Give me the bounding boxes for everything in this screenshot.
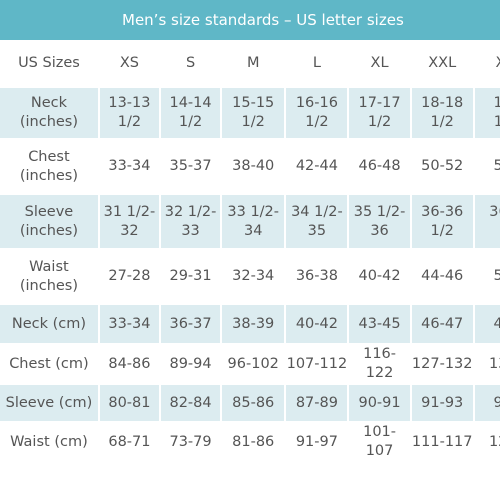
size-value: 40-42 (349, 250, 410, 305)
size-value: 15-15 1/2 (222, 88, 285, 140)
size-value: 84-86 (99, 345, 159, 385)
size-value: 111-117 (411, 423, 473, 463)
size-value: 43-45 (349, 305, 410, 345)
size-value: 44-46 (411, 250, 473, 305)
size-value: 85-86 (222, 385, 285, 423)
size-value: 14-14 1/2 (161, 88, 221, 140)
size-value: 29-31 (161, 250, 221, 305)
size-value: 27-28 (99, 250, 159, 305)
table-row: Chest (inches) 33-34 35-37 38-40 42-44 46-48 5… (0, 140, 500, 195)
table-title: Men’s size standards – US letter sizes (0, 0, 500, 40)
size-value: 127-132 (411, 345, 473, 385)
table-row: Chest (cm) 84-86 89-94 96-102 107-112 116-122… (0, 345, 500, 385)
size-value: 80-81 (99, 385, 159, 423)
row-label: Waist (inches) (0, 250, 98, 305)
size-value: 16-16 1/2 (286, 88, 348, 140)
size-value: 46-48 (349, 140, 410, 195)
size-header: XX (474, 40, 500, 88)
row-label: US Sizes (0, 40, 98, 88)
size-table: US SizesXSSMLXLXXLXXNeck (inches)13-13 1… (0, 40, 500, 463)
table-row: Neck (inches) 13-13 1/2 14-14 1/2 15-15 1/2… (0, 88, 500, 140)
row-label: Sleeve (inches) (0, 195, 98, 250)
size-value: 68-71 (99, 423, 159, 463)
size-value: 33-34 (99, 140, 159, 195)
table-row: Sleeve (inches) 31 1/2- 32 32 1/2- 33 33 1/… (0, 195, 500, 250)
size-value: 33 1/2- 34 (222, 195, 285, 250)
size-value: 32-34 (222, 250, 285, 305)
table-row: Sleeve (cm) 80-81 82-84 85-86 87-89 90-91 91-9… (0, 385, 500, 423)
size-value: 87-89 (286, 385, 348, 423)
header-row: US SizesXSSMLXLXXLXX (0, 40, 500, 88)
size-value: 107-112 (286, 345, 348, 385)
table-row: Waist (cm) 68-71 73-79 81-86 91-97 101-107 111… (0, 423, 500, 463)
size-value: 32 1/2- 33 (161, 195, 221, 250)
size-header: XXL (411, 40, 473, 88)
size-value: 50- (474, 250, 500, 305)
size-value: 82-84 (161, 385, 221, 423)
size-value: 36-36 1/2 (411, 195, 473, 250)
size-value: 93- (474, 385, 500, 423)
size-header: M (222, 40, 285, 88)
size-header: XL (349, 40, 410, 88)
row-label: Neck (cm) (0, 305, 98, 345)
size-value: 96-102 (222, 345, 285, 385)
size-value: 89-94 (161, 345, 221, 385)
size-value: 46-47 (411, 305, 473, 345)
table-row: Neck (cm) 33-34 36-37 38-39 40-42 43-45 46-47 4… (0, 305, 500, 345)
size-value: 48- (474, 305, 500, 345)
size-value: 35-37 (161, 140, 221, 195)
size-value: 35 1/2- 36 (349, 195, 410, 250)
size-value: 42-44 (286, 140, 348, 195)
size-value: 33-34 (99, 305, 159, 345)
size-value: 90-91 (349, 385, 410, 423)
size-value: 36-37 (161, 305, 221, 345)
size-value: 101-107 (349, 423, 410, 463)
size-value: 36-38 (286, 250, 348, 305)
table-row: Waist (inches) 27-28 29-31 32-34 36-38 40-42 4… (0, 250, 500, 305)
size-header: S (161, 40, 221, 88)
size-value: 73-79 (161, 423, 221, 463)
size-value: 34 1/2- 35 (286, 195, 348, 250)
row-label: Chest (cm) (0, 345, 98, 385)
size-value: 40-42 (286, 305, 348, 345)
size-value: 116-122 (349, 345, 410, 385)
size-value: 19- 1/2 (474, 88, 500, 140)
size-header: XS (99, 40, 159, 88)
size-value: 18-18 1/2 (411, 88, 473, 140)
size-value: 31 1/2- 32 (99, 195, 159, 250)
row-label: Chest (inches) (0, 140, 98, 195)
size-value: 38-39 (222, 305, 285, 345)
size-value: 50-52 (411, 140, 473, 195)
size-value: 91-93 (411, 385, 473, 423)
size-value: 127- (474, 423, 500, 463)
row-label: Neck (inches) (0, 88, 98, 140)
row-label: Sleeve (cm) (0, 385, 98, 423)
size-value: 54- (474, 140, 500, 195)
size-header: L (286, 40, 348, 88)
size-value: 13-13 1/2 (99, 88, 159, 140)
size-value: 17-17 1/2 (349, 88, 410, 140)
size-value: 137- (474, 345, 500, 385)
size-value: 36 1 3 (474, 195, 500, 250)
size-value: 38-40 (222, 140, 285, 195)
row-label: Waist (cm) (0, 423, 98, 463)
size-value: 81-86 (222, 423, 285, 463)
size-value: 91-97 (286, 423, 348, 463)
